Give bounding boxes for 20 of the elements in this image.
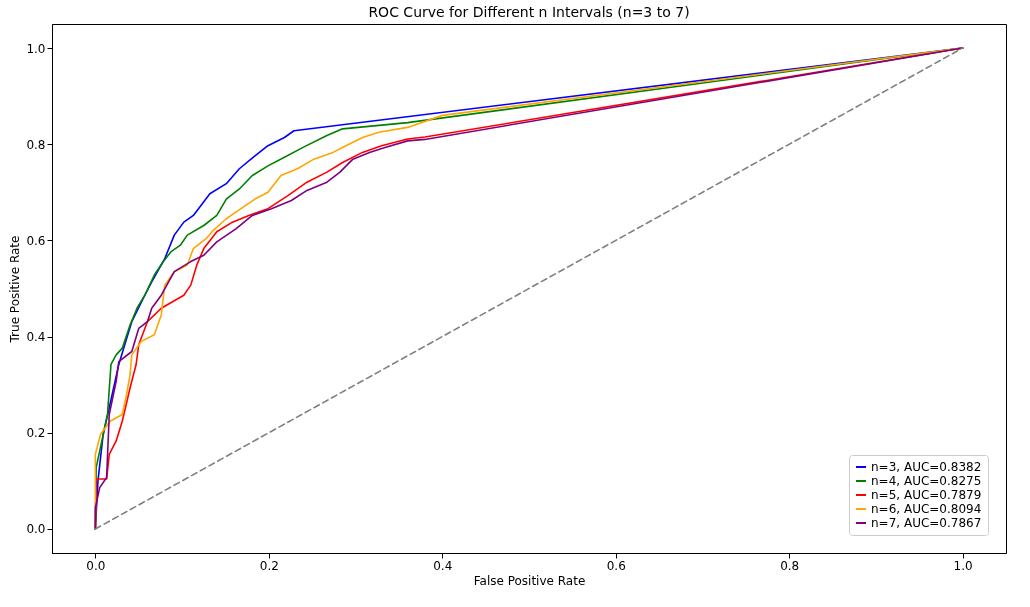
legend-label: n=6, AUC=0.8094 [871,502,982,516]
legend-label: n=4, AUC=0.8275 [871,474,982,488]
x-axis-title: False Positive Rate [473,573,586,588]
y-tick-label: 0.6 [26,233,46,248]
legend-label: n=5, AUC=0.7879 [871,488,982,502]
x-tick-label: 0.0 [86,558,106,573]
legend-label: n=3, AUC=0.8382 [871,460,982,474]
y-tick-label: 0.4 [26,330,46,345]
y-tick-label: 0.2 [26,426,46,441]
x-tick-label: 1.0 [953,558,973,573]
x-tick-label: 0.2 [259,558,279,573]
x-tick-label: 0.4 [433,558,453,573]
legend-label: n=7, AUC=0.7867 [871,516,982,530]
y-axis-title: True Positive Rate [8,235,23,344]
y-tick-label: 1.0 [26,41,46,56]
chart-title: ROC Curve for Different n Intervals (n=3 to 7) [368,4,690,20]
y-tick-label: 0.8 [26,137,46,152]
x-tick-label: 0.8 [780,558,800,573]
x-tick-label: 0.6 [606,558,626,573]
y-tick-label: 0.0 [26,522,46,537]
